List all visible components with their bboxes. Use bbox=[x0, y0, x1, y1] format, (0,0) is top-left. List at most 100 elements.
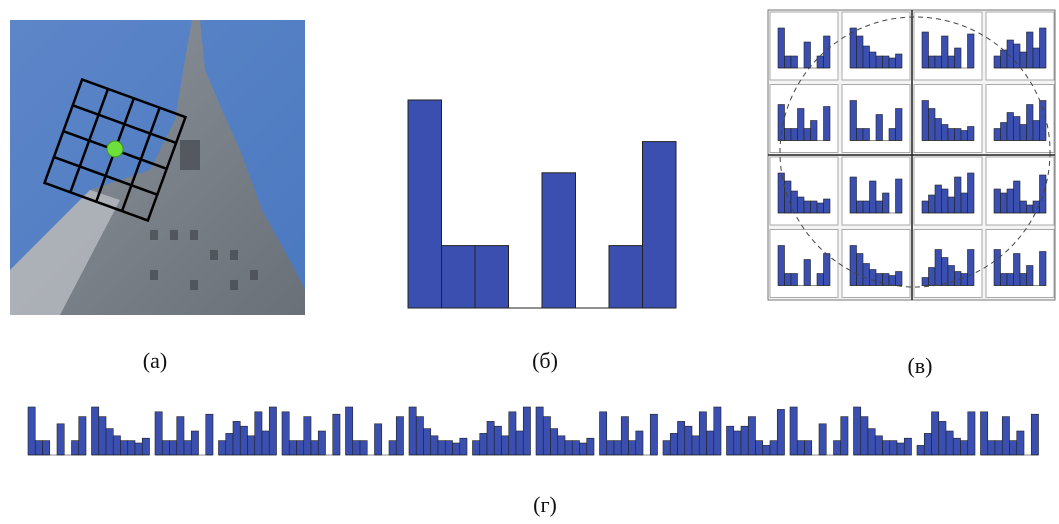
hist-bar bbox=[948, 56, 955, 68]
hist-bar bbox=[1020, 125, 1027, 141]
hist-bar bbox=[791, 191, 798, 213]
hist-bar bbox=[824, 254, 831, 286]
hist-bar bbox=[889, 129, 896, 141]
hist-bar bbox=[942, 189, 949, 213]
hist-bar bbox=[817, 203, 824, 213]
orientation-histogram bbox=[408, 100, 676, 308]
hist-bar bbox=[480, 433, 487, 455]
hist-bar bbox=[408, 100, 442, 308]
hist-bar bbox=[955, 129, 962, 141]
hist-bar bbox=[955, 272, 962, 286]
hist-bar bbox=[162, 441, 169, 455]
hist-bar bbox=[523, 407, 530, 455]
hist-bar bbox=[255, 412, 262, 455]
hist-bar bbox=[889, 58, 896, 68]
hist-bar bbox=[206, 414, 213, 455]
hist-bar bbox=[861, 417, 868, 455]
panel-label: (в) bbox=[907, 353, 932, 378]
hist-bar bbox=[191, 431, 198, 455]
hist-bar bbox=[968, 250, 975, 286]
hist-bar bbox=[804, 129, 811, 141]
hist-bar bbox=[896, 109, 903, 141]
hist-bar bbox=[543, 417, 550, 455]
hist-bar bbox=[318, 431, 325, 455]
hist-bar bbox=[870, 52, 877, 68]
hist-bar bbox=[883, 441, 890, 455]
hist-bar bbox=[142, 438, 149, 455]
hist-bar bbox=[868, 429, 875, 455]
hist-bar bbox=[304, 417, 311, 455]
figure: (a) (б) (в) (г) bbox=[0, 0, 1059, 524]
hist-bar bbox=[804, 42, 811, 68]
hist-bar bbox=[282, 412, 289, 455]
hist-bar bbox=[79, 417, 86, 455]
hist-bar bbox=[863, 201, 870, 213]
hist-bar bbox=[442, 246, 476, 308]
hist-bar bbox=[1017, 431, 1024, 455]
hist-bar bbox=[981, 412, 988, 455]
hist-bar bbox=[890, 441, 897, 455]
hist-bar bbox=[994, 56, 1001, 68]
hist-bar bbox=[819, 424, 826, 455]
hist-bar bbox=[876, 115, 883, 141]
hist-bar bbox=[1031, 414, 1038, 455]
hist-bar bbox=[1040, 28, 1047, 68]
hist-bar bbox=[953, 438, 960, 455]
hist-bar bbox=[883, 56, 890, 68]
hist-bar bbox=[1010, 441, 1017, 455]
hist-bar bbox=[857, 254, 864, 286]
hist-bar bbox=[896, 179, 903, 213]
hist-bar bbox=[135, 443, 142, 455]
hist-bar bbox=[714, 407, 721, 455]
hist-bar bbox=[850, 28, 857, 68]
hist-bar bbox=[240, 426, 247, 455]
hist-bar bbox=[922, 278, 929, 286]
hist-bar bbox=[994, 189, 1001, 213]
hist-bar bbox=[946, 431, 953, 455]
hist-bar bbox=[863, 129, 870, 141]
hist-bar bbox=[727, 426, 734, 455]
hist-bar bbox=[346, 407, 353, 455]
hist-bar bbox=[850, 101, 857, 141]
hist-bar bbox=[1020, 201, 1027, 213]
hist-bar bbox=[475, 246, 509, 308]
hist-bar bbox=[1014, 181, 1021, 213]
hist-bar bbox=[785, 129, 792, 141]
hist-bar bbox=[636, 431, 643, 455]
hist-bar bbox=[99, 417, 106, 455]
hist-bar bbox=[269, 407, 276, 455]
hist-bar bbox=[811, 121, 818, 141]
hist-bar bbox=[870, 181, 877, 213]
hist-bar bbox=[929, 268, 936, 286]
hist-bar bbox=[870, 270, 877, 286]
hist-bar bbox=[994, 129, 1001, 141]
hist-bar bbox=[289, 441, 296, 455]
hist-bar bbox=[917, 445, 924, 455]
hist-bar bbox=[1040, 252, 1047, 286]
hist-bar bbox=[536, 407, 543, 455]
hist-bar bbox=[1002, 417, 1009, 455]
hist-bar bbox=[857, 36, 864, 68]
hist-bar bbox=[233, 421, 240, 455]
photo-panel bbox=[10, 20, 305, 315]
hist-bar bbox=[929, 109, 936, 141]
hist-bar bbox=[924, 433, 931, 455]
hist-bar bbox=[935, 119, 942, 141]
hist-bar bbox=[904, 438, 911, 455]
hist-bar bbox=[360, 441, 367, 455]
hist-bar bbox=[558, 436, 565, 455]
hist-bar bbox=[650, 414, 657, 455]
hist-bar bbox=[128, 441, 135, 455]
hist-bar bbox=[565, 441, 572, 455]
hist-bar bbox=[968, 173, 975, 213]
hist-bar bbox=[57, 424, 64, 455]
hist-bar bbox=[834, 441, 841, 455]
hist-bar bbox=[876, 274, 883, 286]
hist-bar bbox=[670, 433, 677, 455]
hist-bar bbox=[935, 250, 942, 286]
panel-label: (г) bbox=[533, 492, 557, 517]
hist-bar bbox=[857, 201, 864, 213]
hist-bar bbox=[876, 56, 883, 68]
hist-bar bbox=[678, 421, 685, 455]
hist-bar bbox=[841, 417, 848, 455]
